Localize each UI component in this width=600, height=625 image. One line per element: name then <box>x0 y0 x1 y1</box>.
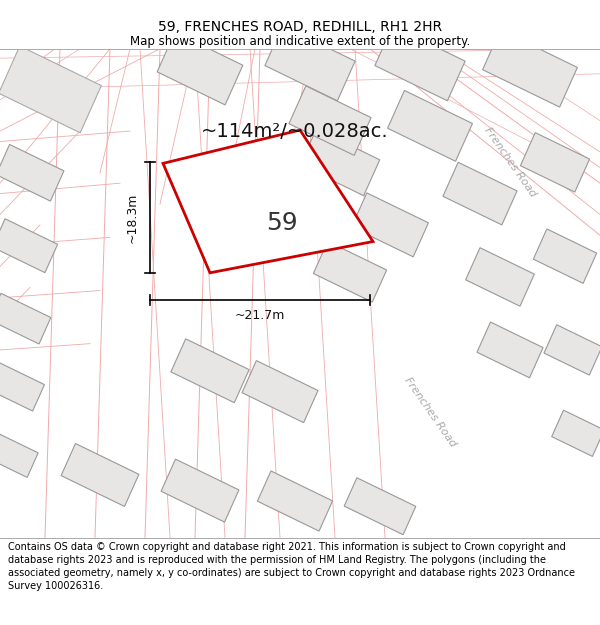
Text: ~18.3m: ~18.3m <box>125 192 139 242</box>
Polygon shape <box>0 293 51 344</box>
Text: Contains OS data © Crown copyright and database right 2021. This information is : Contains OS data © Crown copyright and d… <box>8 542 575 591</box>
Text: ~21.7m: ~21.7m <box>235 309 285 322</box>
Polygon shape <box>242 361 318 423</box>
Polygon shape <box>482 30 577 107</box>
Polygon shape <box>344 478 416 535</box>
Polygon shape <box>0 144 64 201</box>
Polygon shape <box>265 26 355 101</box>
Polygon shape <box>533 229 596 283</box>
Polygon shape <box>0 219 58 272</box>
Polygon shape <box>313 241 386 302</box>
Polygon shape <box>352 193 428 257</box>
Polygon shape <box>388 91 472 161</box>
Polygon shape <box>157 32 243 105</box>
Polygon shape <box>520 132 590 192</box>
Polygon shape <box>257 471 332 531</box>
Text: 59: 59 <box>266 211 298 235</box>
Text: 59, FRENCHES ROAD, REDHILL, RH1 2HR: 59, FRENCHES ROAD, REDHILL, RH1 2HR <box>158 20 442 34</box>
Polygon shape <box>375 26 465 101</box>
Polygon shape <box>544 325 600 375</box>
Text: Frenches Road: Frenches Road <box>402 376 458 449</box>
Text: Map shows position and indicative extent of the property.: Map shows position and indicative extent… <box>130 36 470 48</box>
Polygon shape <box>466 248 535 306</box>
Polygon shape <box>163 130 373 272</box>
Polygon shape <box>443 162 517 225</box>
Text: ~114m²/~0.028ac.: ~114m²/~0.028ac. <box>201 122 389 141</box>
Polygon shape <box>171 339 249 402</box>
Polygon shape <box>0 46 101 133</box>
Polygon shape <box>161 459 239 522</box>
Polygon shape <box>551 410 600 456</box>
Polygon shape <box>61 444 139 506</box>
Text: Frenches Road: Frenches Road <box>482 126 538 199</box>
Polygon shape <box>0 431 38 478</box>
Polygon shape <box>0 362 44 411</box>
Polygon shape <box>289 86 371 156</box>
Polygon shape <box>477 322 543 378</box>
Polygon shape <box>300 129 380 196</box>
